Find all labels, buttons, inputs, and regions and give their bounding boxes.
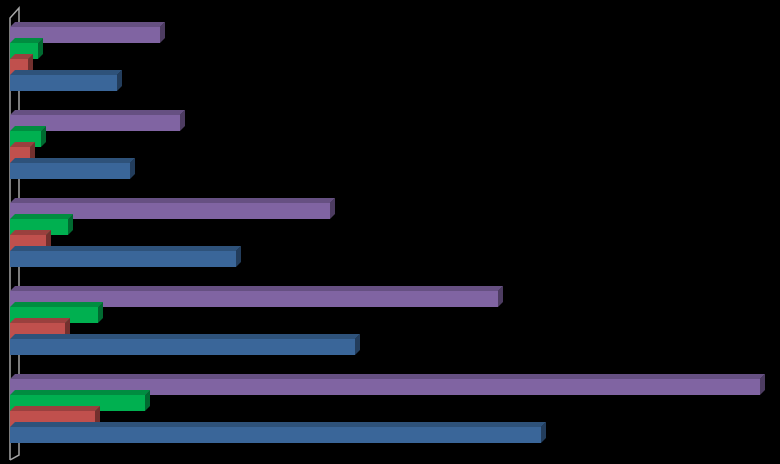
- bar-side: [95, 406, 100, 427]
- bar-top: [10, 126, 46, 131]
- bar-front: [10, 379, 760, 395]
- bar-top: [10, 70, 122, 75]
- bar-side: [130, 158, 135, 179]
- bar-side: [160, 22, 165, 43]
- bar-side: [180, 110, 185, 131]
- bar-side: [38, 38, 43, 59]
- bar-top: [10, 54, 33, 59]
- bar: [10, 22, 165, 43]
- bar-side: [117, 70, 122, 91]
- bar-front: [10, 163, 130, 179]
- bar-top: [10, 214, 73, 219]
- bar-top: [10, 22, 165, 27]
- bar-front: [10, 27, 160, 43]
- bar-side: [355, 334, 360, 355]
- bar-side: [498, 286, 503, 307]
- bar-top: [10, 38, 43, 43]
- bar: [10, 158, 135, 179]
- bar: [10, 110, 185, 131]
- bar-top: [10, 390, 150, 395]
- bar-front: [10, 291, 498, 307]
- bar-front: [10, 203, 330, 219]
- bar-top: [10, 230, 51, 235]
- bar: [10, 422, 546, 443]
- bar-top: [10, 158, 135, 163]
- bar-side: [30, 142, 35, 163]
- bar-side: [46, 230, 51, 251]
- bar-side: [28, 54, 33, 75]
- bar-side: [65, 318, 70, 339]
- bar-top: [10, 318, 70, 323]
- bar-top: [10, 422, 546, 427]
- bar: [10, 334, 360, 355]
- bar: [10, 374, 765, 395]
- bar-side: [330, 198, 335, 219]
- bar-side: [236, 246, 241, 267]
- bar: [10, 286, 503, 307]
- bar-top: [10, 110, 185, 115]
- bar-front: [10, 339, 355, 355]
- bar-top: [10, 246, 241, 251]
- bar-top: [10, 142, 35, 147]
- bar-top: [10, 198, 335, 203]
- bar: [10, 198, 335, 219]
- bar-front: [10, 115, 180, 131]
- bar-top: [10, 286, 503, 291]
- bar-side: [760, 374, 765, 395]
- bar-front: [10, 75, 117, 91]
- bar-side: [41, 126, 46, 147]
- bar-front: [10, 251, 236, 267]
- bar-top: [10, 406, 100, 411]
- bar-front: [10, 427, 541, 443]
- bar-top: [10, 302, 103, 307]
- bar: [10, 70, 122, 91]
- bar-side: [541, 422, 546, 443]
- bar-side: [98, 302, 103, 323]
- bar-top: [10, 374, 765, 379]
- bar: [10, 246, 241, 267]
- bar-top: [10, 334, 360, 339]
- bar-side: [145, 390, 150, 411]
- bar-side: [68, 214, 73, 235]
